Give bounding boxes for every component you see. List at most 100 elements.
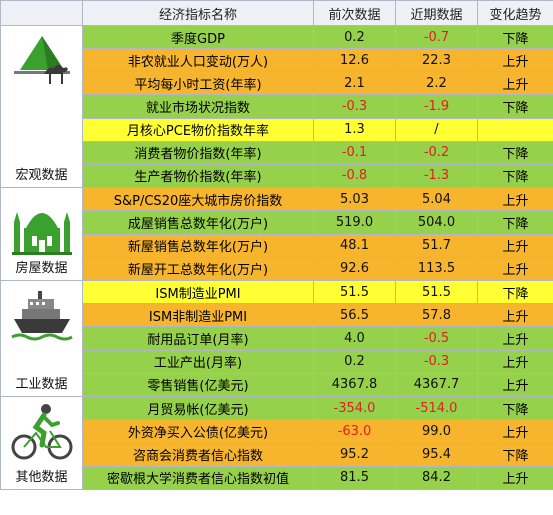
recent-value: 5.04 [395,186,478,212]
previous-value: -63.0 [313,419,396,444]
trend-value: 下降 [477,395,553,421]
trend-value: 下降 [477,279,553,305]
previous-value: 4367.8 [313,372,396,398]
recent-value: 99.0 [395,419,478,444]
recent-value: 4367.7 [395,372,478,398]
recent-value: -0.2 [395,140,478,165]
recent-value: 95.4 [395,442,478,467]
indicator-name: 外资净买入公债(亿美元) [82,419,314,444]
previous-value: 0.2 [313,349,396,374]
recent-value: -0.7 [395,24,478,50]
recent-value: / [395,117,478,142]
category-cell-3: 工业数据 [0,280,83,397]
recent-value: -514.0 [395,395,478,421]
category-box: 房屋数据 [2,189,82,280]
previous-value: 95.2 [313,442,396,467]
previous-value: 4.0 [313,326,396,351]
header-name: 经济指标名称 [82,0,314,26]
recent-value: -0.5 [395,326,478,351]
indicator-name: 生产者物价指数(年率) [82,163,314,189]
trend-value: 下降 [477,210,553,235]
category-box: 宏观数据 [2,27,82,187]
trend-value: 上升 [477,349,553,374]
trend-value: 上升 [477,303,553,328]
trend-value: 上升 [477,256,553,282]
previous-value: 2.1 [313,71,396,96]
trend-value: 上升 [477,71,553,96]
table-row: 非农就业人口变动(万人) 12.6 22.3 上升 [1,48,553,73]
table-row: ISM非制造业PMI 56.5 57.8 上升 [1,303,553,328]
indicator-name: 平均每小时工资(年率) [82,71,314,96]
table-row: 新屋销售总数年化(万户) 48.1 51.7 上升 [1,233,553,258]
table-row: 工业产出(月率) 0.2 -0.3 上升 [1,349,553,374]
economic-indicator-table: 经济指标名称 前次数据 近期数据 变化趋势 宏观数据 季度GDP 0.2 -0.7 下降… [0,0,553,491]
recent-value: 2.2 [395,71,478,96]
table-row: 密歇根大学消费者信心指数初值 81.5 84.2 上升 [1,465,553,491]
previous-value: 81.5 [313,465,396,491]
header-prev: 前次数据 [313,0,396,26]
table-row: 零售销售(亿美元) 4367.8 4367.7 上升 [1,372,553,398]
table-row: 宏观数据 季度GDP 0.2 -0.7 下降 [0,24,553,188]
previous-value: 48.1 [313,233,396,258]
indicator-name: 新屋开工总数年化(万户) [82,256,314,282]
category-cell-4: 其他数据 [0,396,83,490]
trend-value: 上升 [477,233,553,258]
table-row: 就业市场状况指数 -0.3 -1.9 下降 [1,94,553,119]
table-row: 新屋开工总数年化(万户) 92.6 113.5 上升 [1,256,553,282]
indicator-name: 工业产出(月率) [82,349,314,374]
table-row: 月核心PCE物价指数年率 1.3/ [1,117,553,142]
table-row: 工业数据 ISM制造业PMI 51.5 51.5 下降 [0,279,553,397]
trend-value [477,117,553,142]
table-row: 消费者物价指数(年率) -0.1 -0.2 下降 [1,140,553,165]
previous-value: -354.0 [313,395,396,421]
trend-value: 下降 [477,442,553,467]
recent-value: 504.0 [395,210,478,235]
previous-value: 56.5 [313,303,396,328]
indicator-name: 零售销售(亿美元) [82,372,314,398]
indicator-name: 季度GDP [82,24,314,50]
trend-value: 上升 [477,465,553,491]
previous-value: 1.3 [313,117,396,142]
pyramid-camel-icon [2,27,82,93]
cyclist-icon [2,398,82,466]
category-cell-1: 宏观数据 [0,25,83,188]
indicator-name: 非农就业人口变动(万人) [82,48,314,73]
recent-value: -1.9 [395,94,478,119]
category-label: 其他数据 [15,470,68,485]
indicator-name: 月贸易帐(亿美元) [82,395,314,421]
trend-value: 上升 [477,186,553,212]
recent-value: 51.7 [395,233,478,258]
indicator-name: 密歇根大学消费者信心指数初值 [82,465,314,491]
trend-value: 下降 [477,24,553,50]
indicator-name: S&P/CS20座大城市房价指数 [82,186,314,212]
previous-value: 12.6 [313,48,396,73]
recent-value: 51.5 [395,279,478,305]
recent-value: -1.3 [395,163,478,189]
category-cell-2: 房屋数据 [0,187,83,281]
trend-value: 下降 [477,94,553,119]
header-trend: 变化趋势 [477,0,553,26]
category-box: 其他数据 [2,398,82,489]
indicator-name: 耐用品订单(月率) [82,326,314,351]
previous-value: 519.0 [313,210,396,235]
table-row: 生产者物价指数(年率) -0.8 -1.3 下降 [1,163,553,189]
indicator-name: 就业市场状况指数 [82,94,314,119]
trend-value: 上升 [477,48,553,73]
recent-value: -0.3 [395,349,478,374]
previous-value: 92.6 [313,256,396,282]
indicator-name: ISM非制造业PMI [82,303,314,328]
recent-value: 57.8 [395,303,478,328]
table-row: 咨商会消费者信心指数 95.2 95.4 下降 [1,442,553,467]
recent-value: 84.2 [395,465,478,491]
header-row: 经济指标名称 前次数据 近期数据 变化趋势 [0,0,553,26]
trend-value: 上升 [477,372,553,398]
category-label: 工业数据 [15,377,68,392]
table-row: 其他数据 月贸易帐(亿美元) -354.0 -514.0 下降 [0,395,553,490]
trend-value: 上升 [477,326,553,351]
table-row: 房屋数据 S&P/CS20座大城市房价指数 5.03 5.04 上升 [0,186,553,281]
table-row: 平均每小时工资(年率) 2.1 2.2 上升 [1,71,553,96]
table-row: 耐用品订单(月率) 4.0 -0.5 上升 [1,326,553,351]
indicator-name: 消费者物价指数(年率) [82,140,314,165]
category-label: 宏观数据 [15,168,68,183]
